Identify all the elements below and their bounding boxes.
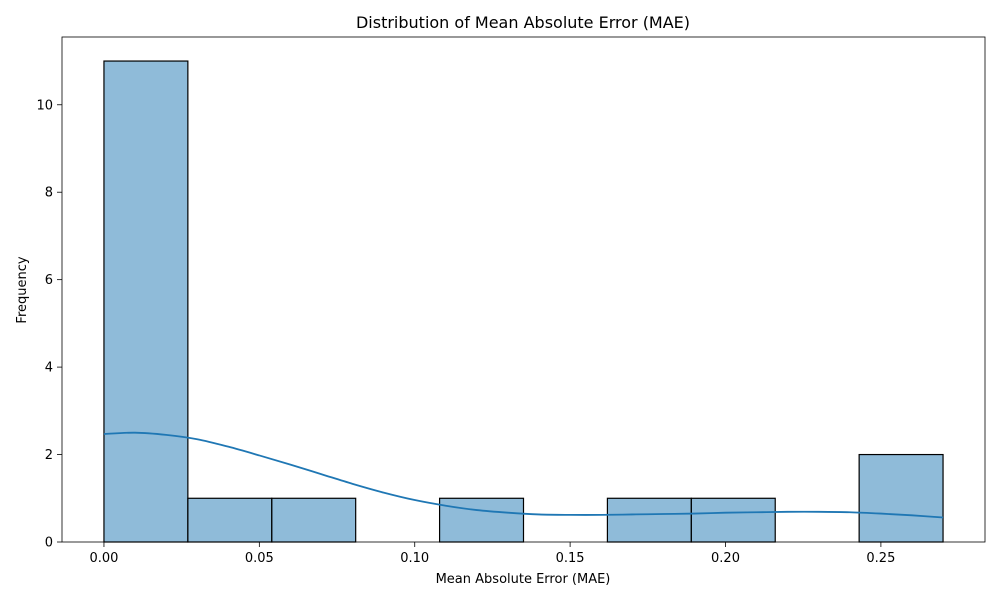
x-axis-label: Mean Absolute Error (MAE) bbox=[436, 572, 611, 587]
histogram-bar bbox=[606, 497, 692, 543]
histogram-bar bbox=[858, 453, 944, 543]
y-tick-label: 2 bbox=[45, 448, 53, 463]
y-tick-label: 6 bbox=[45, 273, 53, 288]
histogram-bar bbox=[690, 497, 776, 543]
bars-group bbox=[103, 60, 944, 543]
x-tick-label: 0.10 bbox=[400, 551, 429, 566]
y-tick-label: 0 bbox=[45, 536, 53, 551]
x-tick-label: 0.00 bbox=[89, 551, 118, 566]
histogram-bar bbox=[438, 497, 525, 543]
x-tick-label: 0.20 bbox=[711, 551, 740, 566]
histogram-bar bbox=[103, 60, 189, 543]
y-tick-label: 10 bbox=[36, 98, 53, 113]
chart-title: Distribution of Mean Absolute Error (MAE… bbox=[356, 13, 690, 32]
y-axis-label: Frequency bbox=[15, 256, 30, 323]
kde-curve bbox=[103, 431, 944, 519]
y-axis-ticks: 0 2 4 6 8 10 bbox=[36, 98, 62, 551]
histogram-bar bbox=[271, 497, 357, 543]
plot-frame bbox=[61, 36, 986, 543]
x-axis-ticks: 0.00 0.05 0.10 0.15 0.20 0.25 bbox=[89, 542, 895, 566]
x-tick-label: 0.15 bbox=[556, 551, 585, 566]
x-tick-label: 0.25 bbox=[866, 551, 895, 566]
x-tick-label: 0.05 bbox=[245, 551, 274, 566]
y-tick-label: 4 bbox=[45, 361, 53, 376]
y-tick-label: 8 bbox=[45, 186, 53, 201]
histogram-bar bbox=[187, 497, 273, 543]
